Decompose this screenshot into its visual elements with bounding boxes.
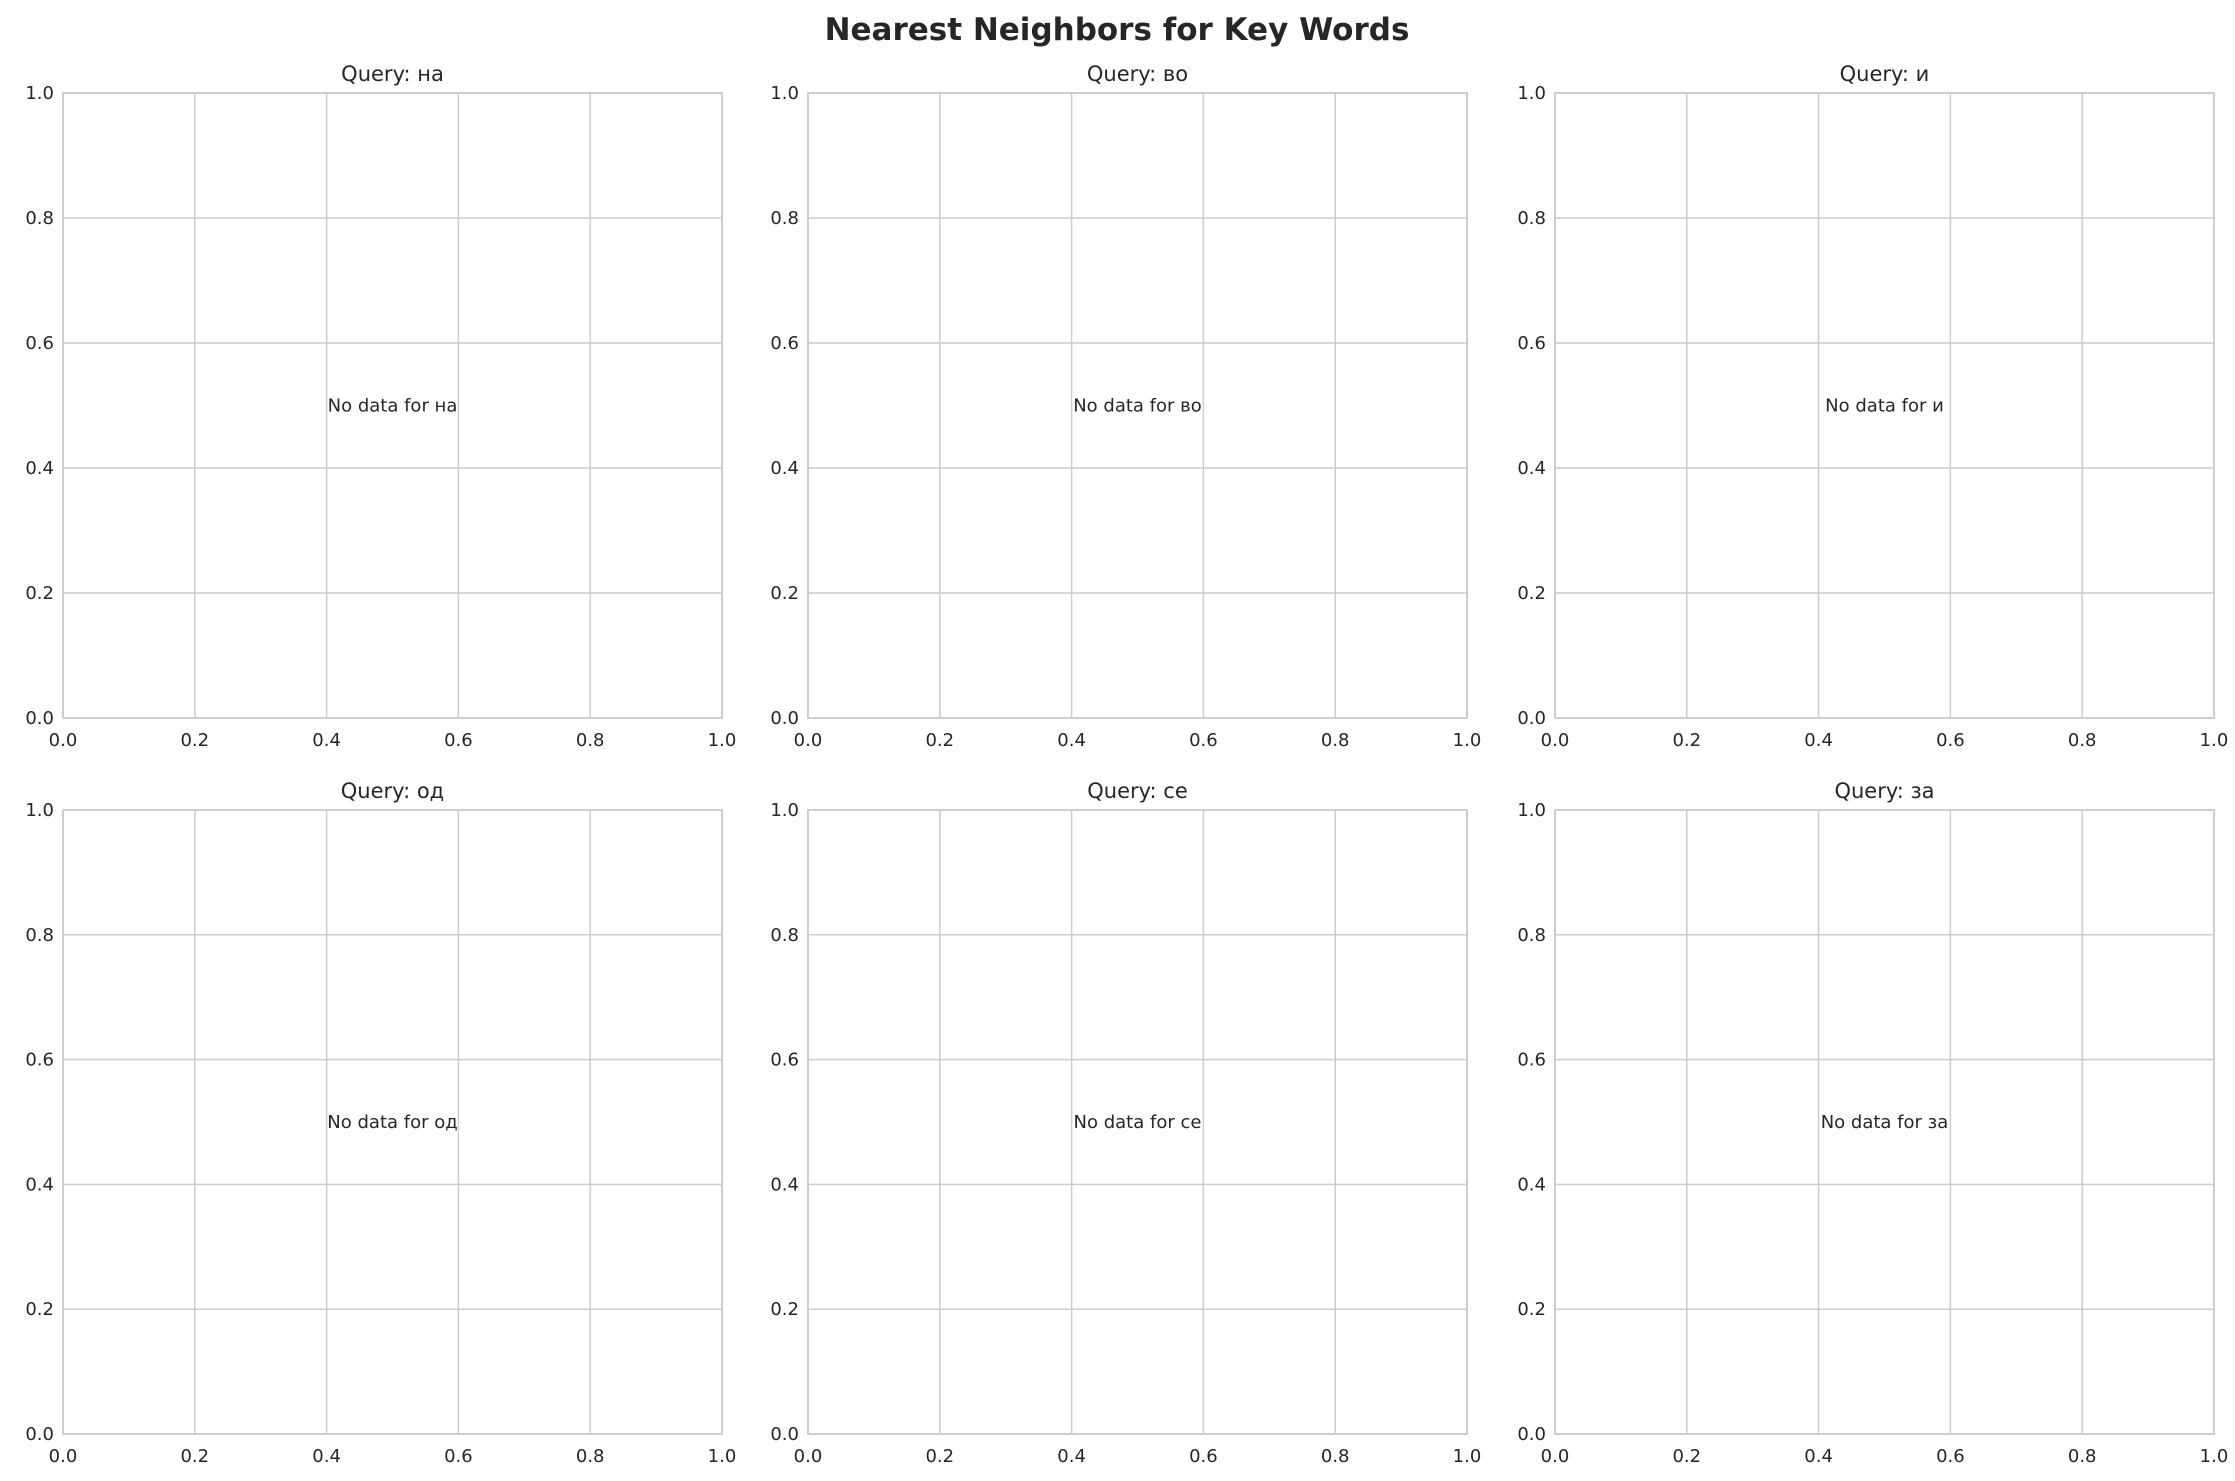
subplot-title: Query: на [341,62,444,86]
subplot: 0.0 0.2 0.4 0.6 0.8 1.0 0.0 0.2 0.4 0.6 0.8 1.0 Quer… [1517,62,2228,751]
x-tick-label: 0.2 [180,1446,209,1467]
y-tick-label: 0.8 [770,208,799,229]
y-tick-label: 0.6 [770,333,799,354]
subplot-title: Query: од [341,779,444,803]
x-tick-label: 0.8 [1321,730,1350,751]
subplot-title: Query: и [1840,62,1930,86]
y-tick-label: 0.4 [25,1174,54,1195]
y-tick-label: 0.4 [1517,1174,1546,1195]
y-tick-label: 0.2 [770,1299,799,1320]
axes-frame [62,92,723,719]
subplot: 0.0 0.2 0.4 0.6 0.8 1.0 0.0 0.2 0.4 0.6 0.8 1.0 Quer… [770,779,1481,1467]
x-tick-label: 0.4 [1057,1446,1086,1467]
y-tick-label: 0.4 [1517,458,1546,479]
y-tick-label: 0.0 [1517,1424,1546,1445]
no-data-message: No data for се [1074,1112,1202,1133]
x-tick-label: 0.0 [49,730,78,751]
x-tick-label: 0.6 [1189,1446,1218,1467]
y-tick-label: 1.0 [770,800,799,821]
x-tick-label: 0.6 [1936,1446,1965,1467]
subplot: 0.0 0.2 0.4 0.6 0.8 1.0 0.0 0.2 0.4 0.6 0.8 1.0 Quer… [25,779,736,1467]
no-data-message: No data for и [1825,396,1944,417]
x-tick-label: 0.6 [1936,730,1965,751]
y-tick-label: 0.8 [1517,925,1546,946]
y-tick-label: 0.0 [770,1424,799,1445]
x-tick-label: 0.0 [49,1446,78,1467]
x-tick-label: 0.8 [2068,1446,2097,1467]
x-tick-label: 0.2 [925,730,954,751]
x-tick-label: 0.4 [1804,1446,1833,1467]
y-tick-label: 0.4 [770,1174,799,1195]
no-data-message: No data for за [1821,1112,1949,1133]
y-tick-label: 1.0 [25,83,54,104]
subplot: 0.0 0.2 0.4 0.6 0.8 1.0 0.0 0.2 0.4 0.6 0.8 1.0 Quer… [1517,779,2228,1467]
subplot-title: Query: во [1087,62,1188,86]
axes-frame [62,809,723,1435]
x-tick-label: 1.0 [2200,1446,2229,1467]
x-tick-label: 0.0 [794,1446,823,1467]
y-tick-label: 0.2 [1517,583,1546,604]
y-tick-label: 0.4 [25,458,54,479]
y-tick-label: 0.0 [1517,708,1546,729]
y-tick-label: 0.8 [1517,208,1546,229]
axes-frame [1554,809,2215,1435]
x-tick-label: 0.6 [444,730,473,751]
x-tick-label: 1.0 [708,730,737,751]
y-tick-label: 0.4 [770,458,799,479]
x-tick-label: 0.4 [312,1446,341,1467]
no-data-message: No data for од [327,1112,457,1133]
x-tick-label: 0.4 [1057,730,1086,751]
axes-frame [807,809,1468,1435]
subplot-title: Query: за [1834,779,1934,803]
y-tick-label: 0.0 [25,708,54,729]
y-tick-label: 0.8 [770,925,799,946]
y-tick-label: 1.0 [770,83,799,104]
y-tick-label: 0.6 [1517,333,1546,354]
y-tick-label: 0.2 [1517,1299,1546,1320]
x-tick-label: 1.0 [2200,730,2229,751]
axes-frame [1554,92,2215,719]
x-tick-label: 1.0 [708,1446,737,1467]
axes-frame [807,92,1468,719]
x-tick-label: 0.0 [794,730,823,751]
x-tick-label: 1.0 [1453,1446,1482,1467]
y-tick-label: 0.0 [25,1424,54,1445]
y-tick-label: 1.0 [1517,800,1546,821]
y-tick-label: 1.0 [25,800,54,821]
x-tick-label: 0.8 [576,1446,605,1467]
x-tick-label: 0.2 [1672,730,1701,751]
x-tick-label: 0.8 [576,730,605,751]
y-tick-label: 0.6 [25,1050,54,1071]
x-tick-label: 0.2 [180,730,209,751]
y-tick-label: 0.6 [1517,1050,1546,1071]
figure-title: Nearest Neighbors for Key Words [825,12,1410,48]
y-tick-label: 0.0 [770,708,799,729]
x-tick-label: 0.2 [925,1446,954,1467]
y-tick-label: 0.8 [25,208,54,229]
x-tick-label: 0.0 [1541,1446,1570,1467]
subplot: 0.0 0.2 0.4 0.6 0.8 1.0 0.0 0.2 0.4 0.6 0.8 1.0 Quer… [25,62,736,751]
x-tick-label: 1.0 [1453,730,1482,751]
y-tick-label: 0.8 [25,925,54,946]
y-tick-label: 0.6 [770,1050,799,1071]
x-tick-label: 0.8 [1321,1446,1350,1467]
y-tick-label: 0.2 [25,1299,54,1320]
x-tick-label: 0.4 [1804,730,1833,751]
y-tick-label: 0.6 [25,333,54,354]
x-tick-label: 0.6 [444,1446,473,1467]
x-tick-label: 0.8 [2068,730,2097,751]
x-tick-label: 0.2 [1672,1446,1701,1467]
y-tick-label: 0.2 [25,583,54,604]
y-tick-label: 0.2 [770,583,799,604]
no-data-message: No data for на [328,396,458,417]
x-tick-label: 0.0 [1541,730,1570,751]
subplot: 0.0 0.2 0.4 0.6 0.8 1.0 0.0 0.2 0.4 0.6 0.8 1.0 Quer… [770,62,1481,751]
y-tick-label: 1.0 [1517,83,1546,104]
x-tick-label: 0.6 [1189,730,1218,751]
x-tick-label: 0.4 [312,730,341,751]
no-data-message: No data for во [1073,396,1202,417]
subplot-title: Query: се [1087,779,1188,803]
